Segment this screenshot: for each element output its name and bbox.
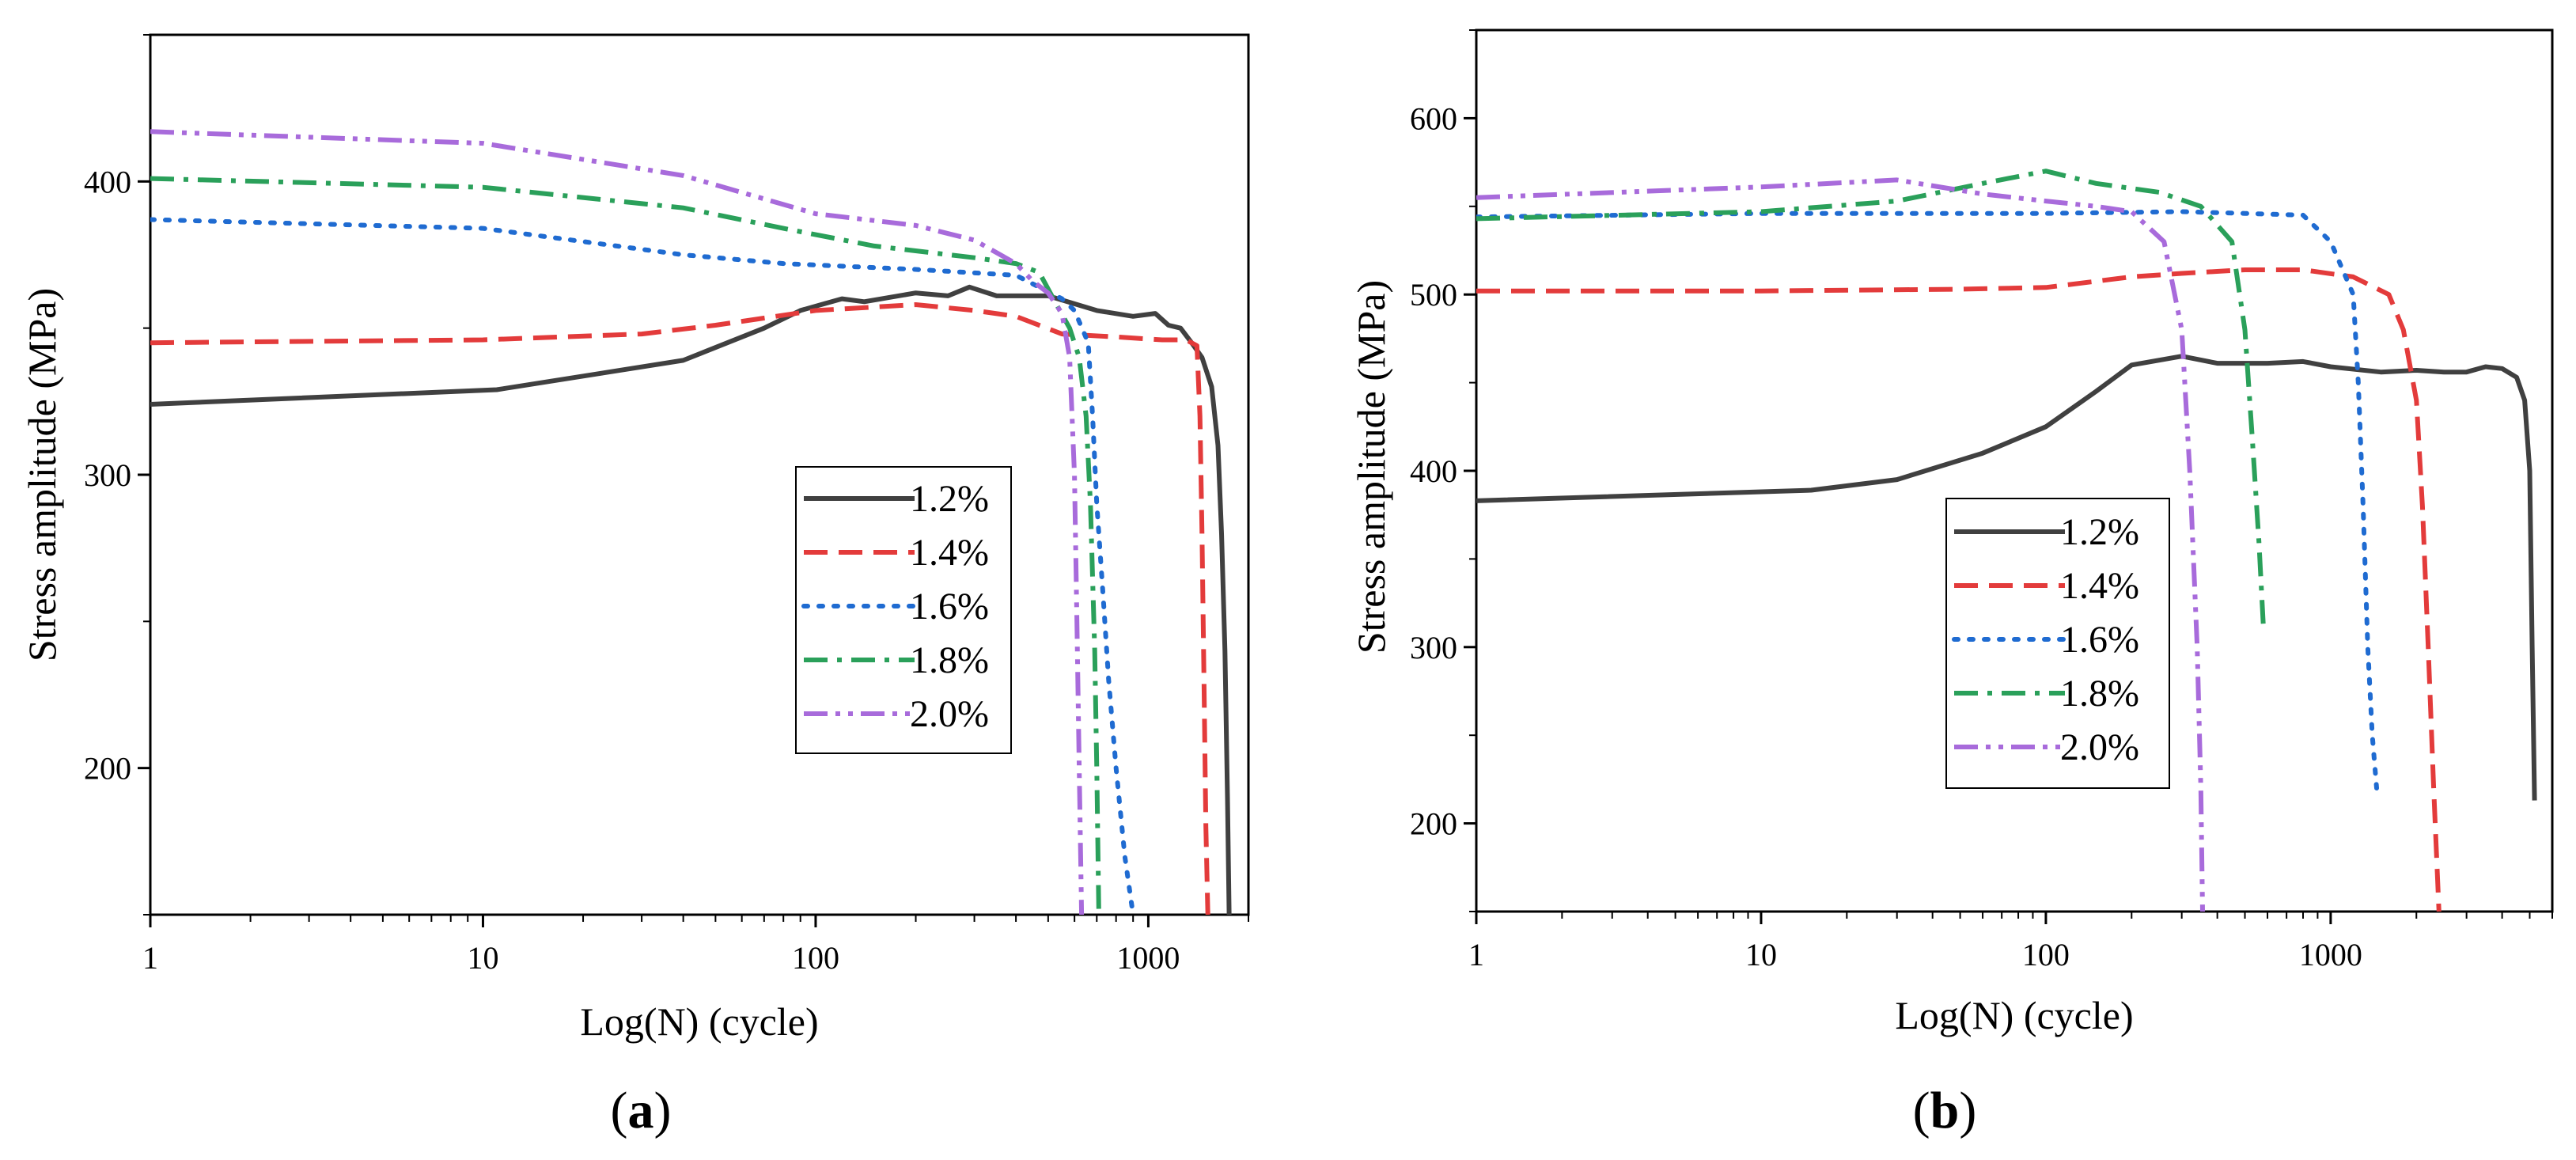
x-tick-label: 10	[467, 940, 498, 976]
x-tick-label: 10	[1745, 937, 1777, 972]
axis-ticks: 1 10 100 1000 200 300 400 500 600	[1410, 29, 2553, 972]
y-tick-label: 400	[1410, 453, 1457, 489]
y-tick-label: 300	[1410, 630, 1457, 665]
series-group	[1476, 169, 2537, 912]
legend-label: 1.4%	[910, 532, 989, 574]
legend-label: 2.0%	[2060, 726, 2139, 768]
x-tick-label: 1000	[2299, 937, 2362, 972]
y-axis-label: Stress amplitude (MPa)	[1349, 280, 1393, 654]
plot-frame	[149, 33, 1250, 916]
y-tick-label: 600	[1410, 100, 1457, 136]
y-tick-label: 200	[1410, 806, 1457, 842]
legend-label: 1.8%	[2060, 673, 2139, 715]
series-line-1-6pct	[1476, 209, 2379, 790]
series-line-2-0pct	[150, 129, 1085, 915]
legend-frame	[1945, 498, 2170, 789]
legend-frame	[795, 466, 1012, 754]
legend-label: 1.4%	[2060, 565, 2139, 607]
legend-label: 1.2%	[2060, 511, 2139, 553]
y-axis-label: Stress amplitude (MPa)	[20, 288, 64, 662]
axis-ticks: 1 10 100 1000 200 300 400	[84, 34, 1249, 976]
panel-label: (b)	[1913, 1082, 1977, 1139]
legend-label: 1.2%	[910, 478, 989, 520]
x-tick-label: 100	[792, 940, 839, 976]
panel-a: 1 10 100 1000 200 300 400 Log(N) (cycle) Stres…	[20, 33, 1250, 1139]
y-tick-label: 200	[84, 751, 131, 787]
legend-label: 1.6%	[2060, 619, 2139, 661]
x-tick-label: 1	[1468, 937, 1484, 972]
series-line-1-4pct	[150, 302, 1210, 915]
x-tick-label: 100	[2022, 937, 2070, 972]
x-axis-label: Log(N) (cycle)	[580, 999, 818, 1044]
x-tick-label: 1000	[1116, 940, 1180, 976]
series-line-1-2pct	[1476, 354, 2537, 801]
x-tick-label: 1	[142, 940, 158, 976]
series-line-2-0pct	[1476, 177, 2205, 912]
series-line-1-6pct	[150, 217, 1136, 915]
series-group	[150, 129, 1232, 915]
y-tick-label: 400	[84, 164, 131, 199]
y-tick-label: 300	[84, 457, 131, 493]
panel-b: 1 10 100 1000 200 300 400 500 600 Log(N) (cycle)…	[1349, 28, 2554, 1139]
panel-letter: b	[1930, 1082, 1960, 1139]
legend: 1.2% 1.4% 1.6% 1.8% 2.0%	[795, 466, 1012, 754]
panel-letter: a	[628, 1082, 654, 1139]
series-line-1-8pct	[150, 176, 1101, 915]
panel-label: (a)	[611, 1082, 672, 1139]
series-line-1-2pct	[150, 284, 1232, 915]
legend-label: 1.6%	[910, 586, 989, 627]
y-tick-label: 500	[1410, 277, 1457, 313]
legend-label: 1.8%	[910, 639, 989, 681]
series-line-1-4pct	[1476, 267, 2442, 912]
x-axis-label: Log(N) (cycle)	[1895, 993, 2133, 1037]
legend-label: 2.0%	[910, 693, 989, 735]
legend: 1.2% 1.4% 1.6% 1.8% 2.0%	[1945, 498, 2170, 789]
